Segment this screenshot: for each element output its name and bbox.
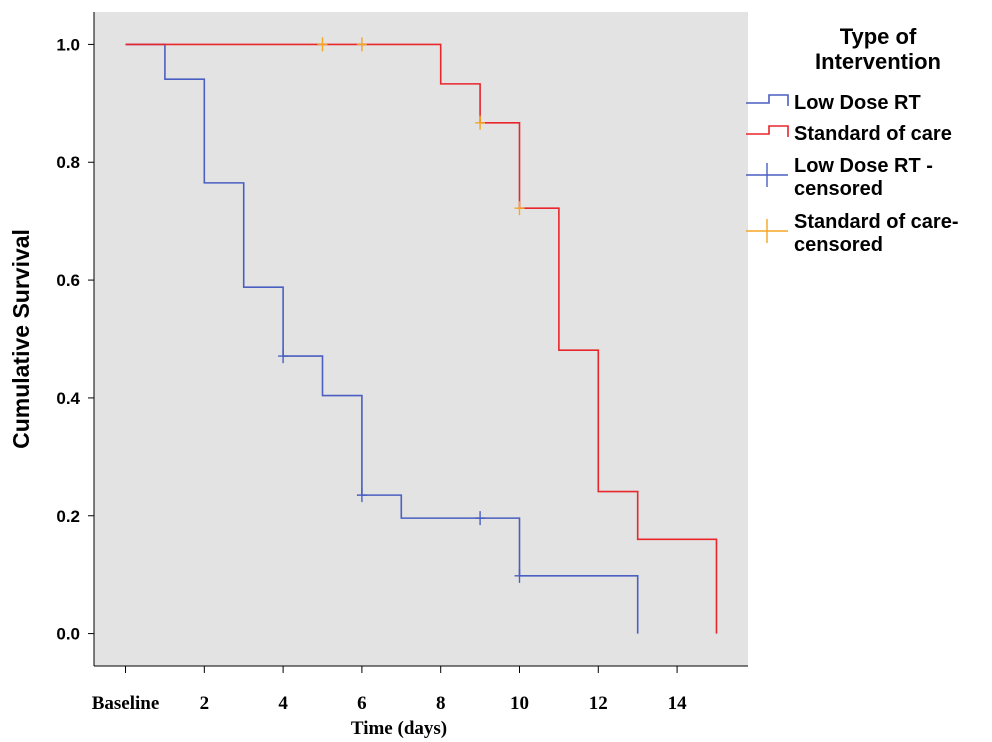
x-axis-label: Time (days)	[351, 718, 447, 739]
censor-mark	[278, 349, 289, 364]
y-tick-label: 0.6	[56, 271, 80, 290]
y-axis-ticks: 0.0 0.2 0.4 0.6 0.8 1.0	[56, 35, 94, 644]
legend-title: Type of	[840, 24, 917, 49]
y-tick-label: 0.0	[56, 625, 80, 644]
legend-censor-swatch	[746, 219, 788, 243]
x-tick-label: Baseline	[92, 693, 160, 714]
legend-step-swatch	[746, 125, 789, 137]
censor-mark	[317, 37, 328, 52]
censor-mark	[514, 201, 525, 216]
survival-curve-standard-of-care	[125, 43, 718, 634]
censor-mark	[475, 115, 486, 130]
censor-mark	[356, 488, 367, 503]
plot-area	[94, 12, 748, 666]
y-tick-label: 0.2	[56, 507, 80, 526]
y-tick-label: 0.4	[56, 389, 80, 408]
legend-entry-label: Low Dose RT -	[794, 155, 933, 177]
censor-marks	[278, 37, 525, 583]
x-tick-label: 10	[510, 693, 529, 714]
y-tick-label: 1.0	[56, 35, 80, 54]
legend-entry-label: censored	[794, 234, 883, 256]
x-tick-label: 12	[589, 693, 608, 714]
legend-entry-label: Low Dose RT	[794, 92, 921, 114]
y-tick-label: 0.8	[56, 153, 80, 172]
legend-entry-label: censored	[794, 178, 883, 200]
x-tick-label: 2	[200, 693, 210, 714]
x-tick-label: 6	[357, 693, 367, 714]
legend-entry-label: Standard of care-	[794, 211, 958, 233]
censor-mark	[356, 37, 367, 52]
legend-entry-label: Standard of care	[794, 123, 952, 145]
censor-mark	[475, 511, 486, 526]
legend-title: Intervention	[815, 49, 941, 74]
y-axis-label: Cumulative Survival	[8, 229, 34, 449]
x-tick-label: 8	[436, 693, 446, 714]
x-tick-label: 14	[668, 693, 688, 714]
legend-step-swatch	[746, 94, 789, 106]
survival-curves	[125, 43, 718, 634]
legend-censor-swatch	[746, 163, 788, 187]
survival-curve-low-dose-rt	[125, 43, 639, 634]
x-axis-ticks: Baseline 2 4 6 8 10 12 14	[92, 666, 687, 714]
censor-mark	[514, 568, 525, 583]
x-tick-label: 4	[278, 693, 288, 714]
